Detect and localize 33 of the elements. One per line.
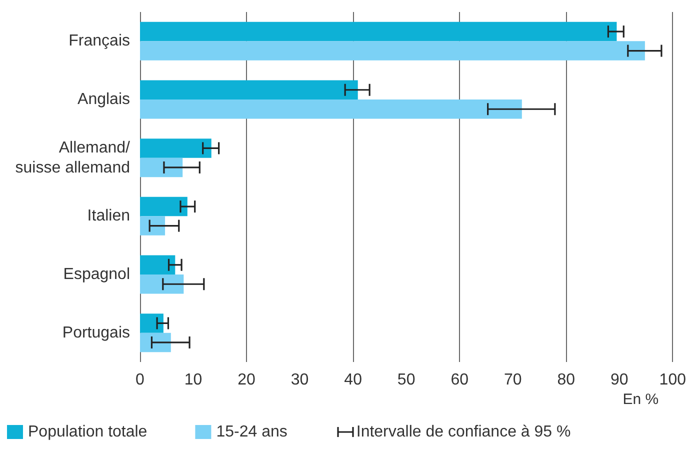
y-tick-label: Espagnol — [63, 266, 130, 283]
bar — [140, 41, 645, 60]
text: Intervalle de confiance à 95 % — [356, 424, 571, 440]
x-tick-label: 60 — [450, 372, 469, 388]
bar — [140, 22, 617, 42]
x-tick-label: 0 — [136, 372, 145, 388]
x-tick-label: 70 — [504, 372, 522, 388]
x-tick-label: 90 — [610, 372, 628, 388]
bar — [140, 255, 176, 274]
legend-label: Population totale — [28, 424, 148, 440]
bar — [140, 314, 164, 333]
y-tick-label: Français — [68, 32, 130, 50]
y-tick-label: Italien — [87, 208, 130, 225]
bar — [140, 332, 171, 352]
y-tick-label: Portugais — [62, 324, 130, 342]
bar — [140, 80, 358, 100]
x-tick-label: 10 — [184, 372, 202, 388]
x-tick-label: 30 — [290, 372, 309, 388]
bar — [140, 100, 522, 119]
bar — [140, 138, 212, 158]
x-axis-title: En % — [622, 391, 659, 408]
x-tick-label: 20 — [238, 372, 256, 388]
x-tick-label: 80 — [557, 372, 576, 388]
x-tick-label: 100 — [659, 372, 686, 388]
y-tick-label: Anglais — [78, 91, 130, 108]
legend-label: 15-24 ans — [216, 424, 288, 440]
bar — [140, 274, 184, 294]
bar — [140, 158, 183, 178]
x-tick-label: 50 — [397, 372, 416, 388]
bar — [140, 196, 188, 216]
y-tick-label: Allemand/ suisse allemand — [15, 139, 131, 176]
x-tick-label: 40 — [344, 372, 362, 388]
bar — [140, 216, 166, 236]
